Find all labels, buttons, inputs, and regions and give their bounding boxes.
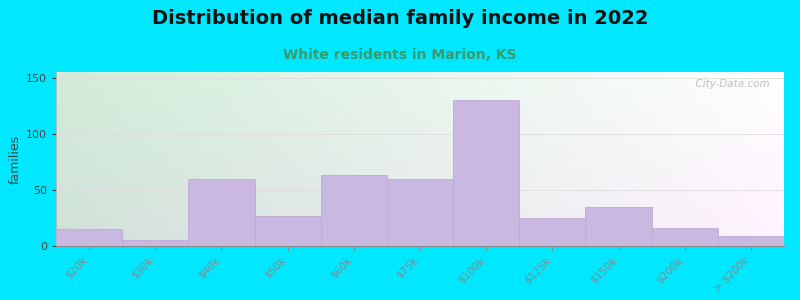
Text: Distribution of median family income in 2022: Distribution of median family income in … <box>152 9 648 28</box>
Text: White residents in Marion, KS: White residents in Marion, KS <box>283 48 517 62</box>
Bar <box>586 207 652 246</box>
Bar <box>652 228 718 246</box>
Bar <box>718 236 784 246</box>
Bar <box>254 216 321 246</box>
Text: City-Data.com: City-Data.com <box>689 79 770 89</box>
Bar <box>387 178 453 246</box>
Bar <box>188 178 254 246</box>
Bar <box>519 218 586 246</box>
Bar <box>453 100 519 246</box>
Bar <box>56 229 122 246</box>
Bar <box>321 175 387 246</box>
Bar <box>122 240 188 246</box>
Y-axis label: families: families <box>9 134 22 184</box>
